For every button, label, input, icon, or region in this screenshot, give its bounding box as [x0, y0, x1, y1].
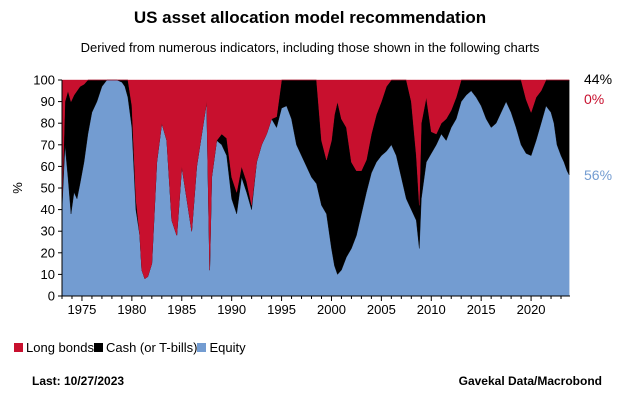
x-tick-label: 1990 [217, 302, 246, 317]
y-tick-label: 80 [41, 116, 55, 131]
last-updated-label: Last: 10/27/2023 [32, 374, 125, 388]
legend-label-equity: Equity [209, 340, 246, 355]
y-tick-label: 0 [48, 289, 55, 304]
x-tick-label: 1975 [67, 302, 96, 317]
x-tick-label: 2005 [367, 302, 396, 317]
legend-swatch-long-bonds [14, 343, 23, 352]
legend-item-cash: Cash (or T-bills) [93, 340, 198, 355]
y-tick-label: 20 [41, 245, 55, 260]
latest-label-cash: 44% [584, 71, 612, 87]
legend: Long bonds Cash (or T-bills) Equity [14, 340, 246, 355]
legend-item-equity: Equity [197, 340, 246, 355]
legend-swatch-cash [93, 343, 103, 352]
x-tick-label: 2000 [317, 302, 346, 317]
y-tick-label: 60 [41, 159, 55, 174]
y-tick-label: 100 [33, 73, 55, 88]
chart-title: US asset allocation model recommendation [133, 8, 487, 27]
x-tick-label: 2010 [417, 302, 446, 317]
y-axis-label: % [10, 182, 25, 194]
legend-label-long-bonds: Long bonds [26, 340, 94, 355]
legend-swatch-equity [197, 343, 207, 352]
source-label: Gavekal Data/Macrobond [458, 374, 602, 388]
chart-subtitle: Derived from numerous indicators, includ… [80, 40, 540, 55]
y-tick-label: 40 [41, 202, 55, 217]
x-tick-label: 1980 [117, 302, 146, 317]
x-tick-label: 2015 [467, 302, 496, 317]
x-tick-label: 1995 [267, 302, 296, 317]
plot-areas [61, 79, 570, 297]
y-tick-label: 90 [41, 94, 55, 109]
x-tick-label: 1985 [167, 302, 196, 317]
x-tick-label: 2020 [517, 302, 546, 317]
y-tick-label: 50 [41, 181, 55, 196]
tick-labels: 0 10 20 30 40 50 60 70 80 90 100 1975 1980 1985 1990 19… [10, 73, 546, 318]
y-tick-label: 10 [41, 267, 55, 282]
legend-label-cash: Cash (or T-bills) [105, 340, 198, 355]
latest-label-equity: 56% [584, 167, 612, 183]
y-tick-label: 30 [41, 224, 55, 239]
latest-value-labels: 44% 0% 56% [584, 71, 612, 183]
legend-item-long-bonds: Long bonds [14, 340, 94, 355]
y-tick-label: 70 [41, 137, 55, 152]
latest-label-long-bonds: 0% [584, 91, 604, 107]
area-long-bonds [61, 79, 570, 280]
axes [58, 79, 570, 301]
